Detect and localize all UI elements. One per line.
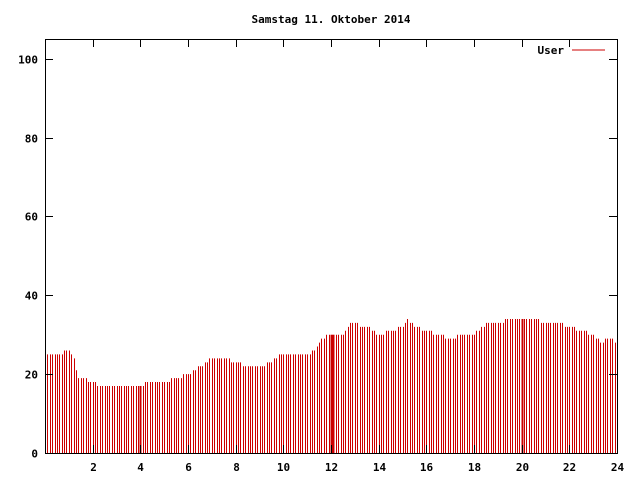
x-tick-label: 22: [563, 461, 576, 474]
x-tick-label: 2: [90, 461, 97, 474]
x-tick-label: 14: [373, 461, 387, 474]
chart-title: Samstag 11. Oktober 2014: [252, 13, 411, 26]
x-tick-label: 24: [611, 461, 625, 474]
x-tick-label: 20: [516, 461, 529, 474]
y-tick-label: 100: [18, 54, 38, 67]
x-tick-label: 16: [420, 461, 434, 474]
x-tick-label: 18: [468, 461, 481, 474]
y-tick-label: 40: [25, 290, 38, 303]
y-tick-label: 80: [25, 133, 38, 146]
legend: User: [538, 44, 605, 57]
x-tick-label: 6: [185, 461, 192, 474]
y-tick-label: 60: [25, 211, 38, 224]
x-tick-label: 12: [325, 461, 338, 474]
y-tick-label: 20: [25, 369, 38, 382]
x-tick-label: 10: [277, 461, 290, 474]
bars-layer: [45, 318, 618, 453]
y-tick-label: 0: [31, 448, 38, 461]
legend-label-user: User: [538, 44, 565, 57]
x-tick-label: 4: [137, 461, 144, 474]
x-tick-label: 8: [233, 461, 240, 474]
